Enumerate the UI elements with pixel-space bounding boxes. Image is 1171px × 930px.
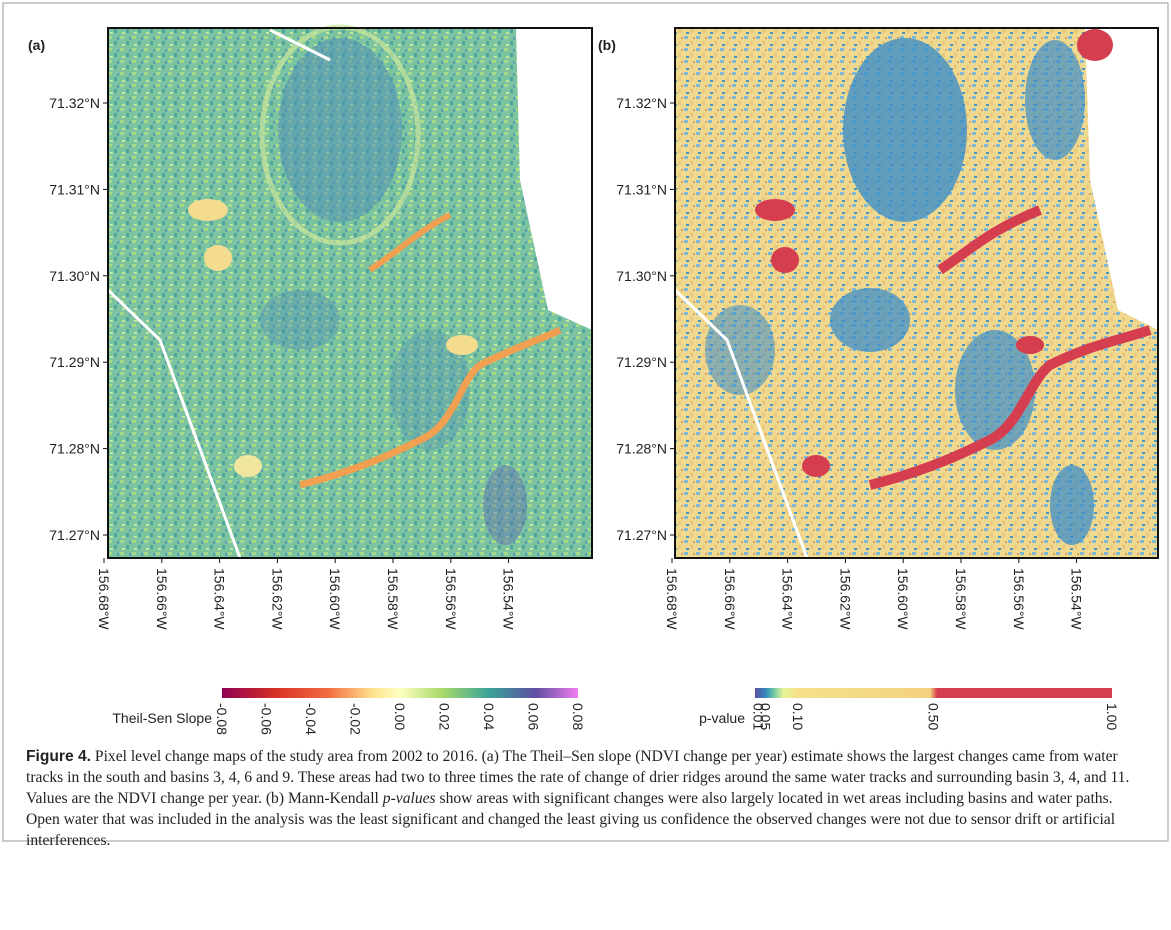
colorbar-tick-label: 1.00 <box>1104 703 1120 730</box>
colorbar-tick-label: 0.02 <box>437 703 453 730</box>
y-tick-label: 71.29°N <box>616 354 667 370</box>
x-tick-label: 156.60°W <box>895 568 911 630</box>
panel-label: (b) <box>598 37 616 53</box>
x-tick-label: 156.60°W <box>327 568 343 630</box>
colorbar-tick-label: -0.06 <box>259 703 275 735</box>
y-tick-label: 71.32°N <box>616 95 667 111</box>
colorbar-title: Theil-Sen Slope <box>112 710 212 726</box>
y-tick-label: 71.28°N <box>616 441 667 457</box>
x-tick-label: 156.54°W <box>1069 568 1085 630</box>
caption-label: Figure 4. <box>26 748 91 765</box>
y-tick-label: 71.29°N <box>49 354 100 370</box>
colorbar-tick-label: -0.02 <box>348 703 364 735</box>
colorbar-tick-label: -0.04 <box>303 703 319 735</box>
x-tick-label: 156.68°W <box>664 568 680 630</box>
x-tick-label: 156.62°W <box>269 568 285 630</box>
page: {"panels": [ {"label": "(a)", "y_ticks":… <box>0 0 1171 930</box>
x-tick-label: 156.68°W <box>96 568 112 630</box>
colorbar-tick-label: 0.10 <box>790 703 806 730</box>
caption-italic: p-values <box>383 790 436 807</box>
map-a <box>108 27 592 558</box>
caption: Figure 4. Pixel level change maps of the… <box>26 746 1141 851</box>
colorbar <box>222 688 578 698</box>
x-tick-label: 156.58°W <box>385 568 401 630</box>
colorbar-tick-label: 0.04 <box>481 703 497 730</box>
colorbar-tick-label: 0.08 <box>570 703 586 730</box>
x-tick-label: 156.56°W <box>1011 568 1027 630</box>
colorbar-tick-label: 0.50 <box>926 703 942 730</box>
x-tick-label: 156.62°W <box>837 568 853 630</box>
colorbar <box>755 688 1112 698</box>
colorbar-tick-label: 0.05 <box>758 703 774 730</box>
y-tick-label: 71.32°N <box>49 95 100 111</box>
y-tick-label: 71.30°N <box>616 268 667 284</box>
y-tick-label: 71.27°N <box>616 527 667 543</box>
x-tick-label: 156.56°W <box>443 568 459 630</box>
x-tick-label: 156.58°W <box>953 568 969 630</box>
colorbar-tick-label: 0.00 <box>392 703 408 730</box>
x-tick-label: 156.64°W <box>780 568 796 630</box>
colorbar-title: p-value <box>699 710 745 726</box>
y-tick-label: 71.31°N <box>49 181 100 197</box>
panel-label: (a) <box>28 37 45 53</box>
y-tick-label: 71.27°N <box>49 527 100 543</box>
x-tick-label: 156.66°W <box>154 568 170 630</box>
y-tick-label: 71.30°N <box>49 268 100 284</box>
y-tick-label: 71.28°N <box>49 441 100 457</box>
colorbar-tick-label: 0.06 <box>526 703 542 730</box>
x-tick-label: 156.54°W <box>501 568 517 630</box>
map-b <box>675 28 1158 558</box>
y-tick-label: 71.31°N <box>616 181 667 197</box>
colorbar-tick-label: -0.08 <box>214 703 230 735</box>
x-tick-label: 156.66°W <box>722 568 738 630</box>
x-tick-label: 156.64°W <box>212 568 228 630</box>
